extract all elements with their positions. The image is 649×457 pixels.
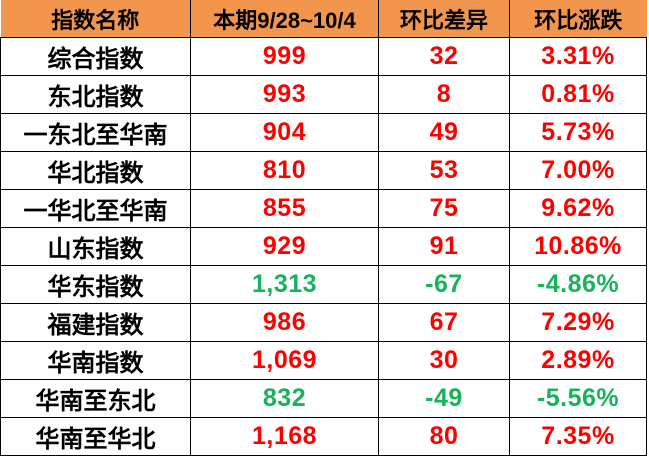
pct-change-cell: 2.89% bbox=[509, 341, 647, 380]
current-value-cell: 993 bbox=[190, 75, 379, 114]
table-row: 华东指数 1,313 -67 -4.86% bbox=[0, 265, 647, 304]
current-value-cell: 1,069 bbox=[190, 341, 379, 380]
table-row: 一华北至华南 855 75 9.62% bbox=[0, 189, 647, 228]
table-row: 华北指数 810 53 7.00% bbox=[0, 151, 647, 190]
index-name-cell: 华南指数 bbox=[0, 341, 191, 380]
pct-change-cell: 9.62% bbox=[509, 189, 647, 228]
column-header-0: 指数名称 bbox=[0, 0, 191, 38]
index-name-cell: 华南至华北 bbox=[0, 417, 191, 456]
pct-change-cell: 7.29% bbox=[509, 303, 647, 342]
table-row: 华南指数 1,069 30 2.89% bbox=[0, 341, 647, 380]
column-header-2: 环比差异 bbox=[378, 0, 510, 38]
current-value-cell: 832 bbox=[190, 379, 379, 418]
current-value-cell: 855 bbox=[190, 189, 379, 228]
index-name-cell: 华南至东北 bbox=[0, 379, 191, 418]
pct-change-cell: 5.73% bbox=[509, 113, 647, 152]
index-name-cell: 一华北至华南 bbox=[0, 189, 191, 228]
diff-value-cell: -67 bbox=[378, 265, 510, 304]
diff-value-cell: 75 bbox=[378, 189, 510, 228]
pct-change-cell: -4.86% bbox=[509, 265, 647, 304]
diff-value-cell: -49 bbox=[378, 379, 510, 418]
pct-change-cell: 0.81% bbox=[509, 75, 647, 114]
diff-value-cell: 67 bbox=[378, 303, 510, 342]
current-value-cell: 986 bbox=[190, 303, 379, 342]
current-value-cell: 1,168 bbox=[190, 417, 379, 456]
column-header-3: 环比涨跌 bbox=[509, 0, 647, 38]
current-value-cell: 904 bbox=[190, 113, 379, 152]
diff-value-cell: 91 bbox=[378, 227, 510, 266]
table-row: 一东北至华南 904 49 5.73% bbox=[0, 113, 647, 152]
table-row: 华南至华北 1,168 80 7.35% bbox=[0, 417, 647, 456]
index-name-cell: 山东指数 bbox=[0, 227, 191, 266]
index-name-cell: 综合指数 bbox=[0, 37, 191, 76]
table-row: 福建指数 986 67 7.29% bbox=[0, 303, 647, 342]
pct-change-cell: -5.56% bbox=[509, 379, 647, 418]
diff-value-cell: 80 bbox=[378, 417, 510, 456]
pct-change-cell: 3.31% bbox=[509, 37, 647, 76]
column-header-1: 本期9/28~10/4 bbox=[190, 0, 379, 38]
diff-value-cell: 49 bbox=[378, 113, 510, 152]
index-name-cell: 华北指数 bbox=[0, 151, 191, 190]
table-body: 综合指数 999 32 3.31% 东北指数 993 8 0.81% 一东北至华南 904 49 5.… bbox=[0, 37, 647, 456]
index-name-cell: 东北指数 bbox=[0, 75, 191, 114]
current-value-cell: 1,313 bbox=[190, 265, 379, 304]
table-row: 东北指数 993 8 0.81% bbox=[0, 75, 647, 114]
table-row: 综合指数 999 32 3.31% bbox=[0, 37, 647, 76]
current-value-cell: 999 bbox=[190, 37, 379, 76]
current-value-cell: 810 bbox=[190, 151, 379, 190]
diff-value-cell: 8 bbox=[378, 75, 510, 114]
index-name-cell: 一东北至华南 bbox=[0, 113, 191, 152]
pct-change-cell: 7.35% bbox=[509, 417, 647, 456]
index-name-cell: 华东指数 bbox=[0, 265, 191, 304]
table-row: 华南至东北 832 -49 -5.56% bbox=[0, 379, 647, 418]
current-value-cell: 929 bbox=[190, 227, 379, 266]
diff-value-cell: 53 bbox=[378, 151, 510, 190]
table-header-row: 指数名称 本期9/28~10/4 环比差异 环比涨跌 bbox=[0, 0, 647, 38]
diff-value-cell: 30 bbox=[378, 341, 510, 380]
pct-change-cell: 7.00% bbox=[509, 151, 647, 190]
index-name-cell: 福建指数 bbox=[0, 303, 191, 342]
pct-change-cell: 10.86% bbox=[509, 227, 647, 266]
diff-value-cell: 32 bbox=[378, 37, 510, 76]
table-row: 山东指数 929 91 10.86% bbox=[0, 227, 647, 266]
